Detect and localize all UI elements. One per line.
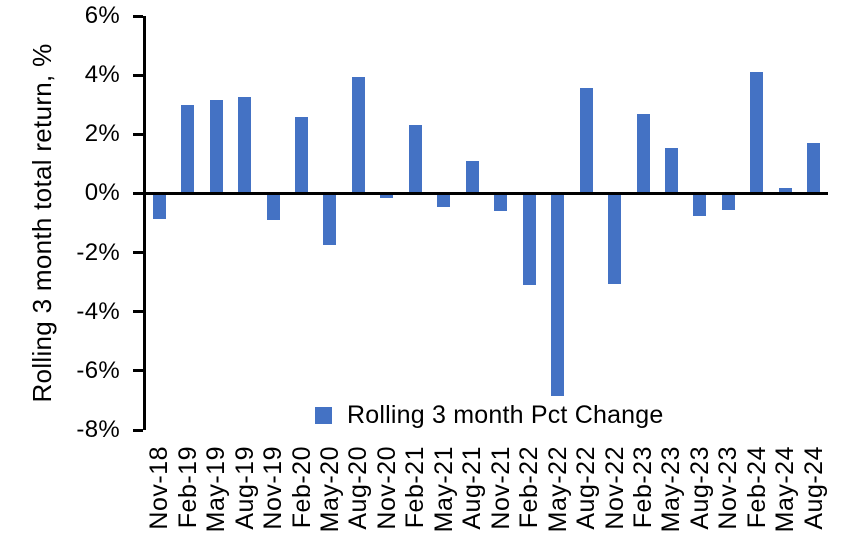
x-tick-label-Aug-20: Aug-20	[344, 446, 373, 530]
x-tick-label-May-23: May-23	[657, 446, 686, 533]
y-tick-label: 4%	[84, 61, 120, 89]
bar-Aug-24	[807, 143, 821, 194]
y-tick-mark	[133, 132, 143, 136]
bar-Aug-22	[579, 88, 593, 194]
x-tick-label-Aug-24: Aug-24	[799, 446, 828, 530]
bar-May-23	[664, 147, 678, 194]
bar-Nov-18	[152, 193, 166, 219]
bar-May-21	[437, 193, 451, 207]
y-tick-label: -6%	[76, 356, 120, 384]
bar-May-22	[551, 193, 565, 396]
bar-Aug-19	[238, 97, 252, 194]
bar-May-19	[209, 100, 223, 194]
y-tick-mark	[133, 251, 143, 255]
y-tick-label: 6%	[84, 2, 120, 29]
y-tick-label: -2%	[76, 238, 120, 266]
x-tick-label-Feb-21: Feb-21	[401, 446, 430, 529]
x-tick-label-May-20: May-20	[315, 446, 344, 533]
bar-Nov-19	[266, 193, 280, 221]
x-tick-label-Aug-21: Aug-21	[458, 446, 487, 530]
x-tick-label-May-24: May-24	[771, 446, 800, 533]
x-tick-label-Feb-19: Feb-19	[173, 446, 202, 529]
bar-Nov-23	[721, 193, 735, 210]
bar-Feb-23	[636, 113, 650, 194]
x-tick-label-Feb-23: Feb-23	[629, 446, 658, 529]
bar-Feb-19	[181, 104, 195, 194]
zero-baseline	[143, 192, 828, 195]
y-tick-label: -8%	[76, 416, 120, 443]
bar-Feb-24	[750, 72, 764, 194]
x-tick-label-May-21: May-21	[429, 446, 458, 533]
y-tick-label: 2%	[84, 120, 120, 148]
y-tick-mark	[133, 310, 143, 314]
bar-May-20	[323, 193, 337, 246]
y-tick-mark	[133, 428, 143, 432]
bar-Nov-21	[494, 193, 508, 212]
bar-Feb-21	[408, 125, 422, 194]
bar-Nov-20	[380, 193, 394, 198]
legend-label: Rolling 3 month Pct Change	[347, 401, 664, 429]
x-tick-label-Nov-20: Nov-20	[372, 446, 401, 530]
y-tick-mark	[133, 14, 143, 18]
y-tick-mark	[133, 191, 143, 195]
y-axis-line	[143, 16, 146, 430]
bar-Feb-20	[295, 116, 309, 194]
x-tick-label-Nov-21: Nov-21	[486, 446, 515, 530]
y-tick-mark	[133, 369, 143, 373]
x-tick-label-May-22: May-22	[543, 446, 572, 533]
x-tick-label-Nov-18: Nov-18	[145, 446, 174, 530]
x-tick-label-Aug-19: Aug-19	[230, 446, 259, 530]
x-tick-label-Feb-22: Feb-22	[515, 446, 544, 529]
y-tick-label: -4%	[76, 297, 120, 325]
x-tick-label-Aug-23: Aug-23	[685, 446, 714, 530]
x-tick-label-Nov-22: Nov-22	[600, 446, 629, 530]
bar-Aug-23	[693, 193, 707, 216]
legend: Rolling 3 month Pct Change	[315, 403, 664, 428]
bar-Nov-22	[608, 193, 622, 284]
y-tick-label: 0%	[84, 179, 120, 207]
bar-Feb-22	[522, 193, 536, 286]
bar-Aug-20	[351, 76, 365, 194]
x-tick-label-Aug-22: Aug-22	[572, 446, 601, 530]
bar-Aug-21	[465, 160, 479, 194]
x-tick-label-Nov-19: Nov-19	[259, 446, 288, 530]
legend-swatch-icon	[315, 407, 332, 424]
x-tick-label-Feb-24: Feb-24	[742, 446, 771, 529]
bar-May-24	[778, 187, 792, 194]
y-tick-mark	[133, 73, 143, 77]
x-tick-label-Feb-20: Feb-20	[287, 446, 316, 529]
x-tick-label-May-19: May-19	[202, 446, 231, 533]
x-tick-label-Nov-23: Nov-23	[714, 446, 743, 530]
